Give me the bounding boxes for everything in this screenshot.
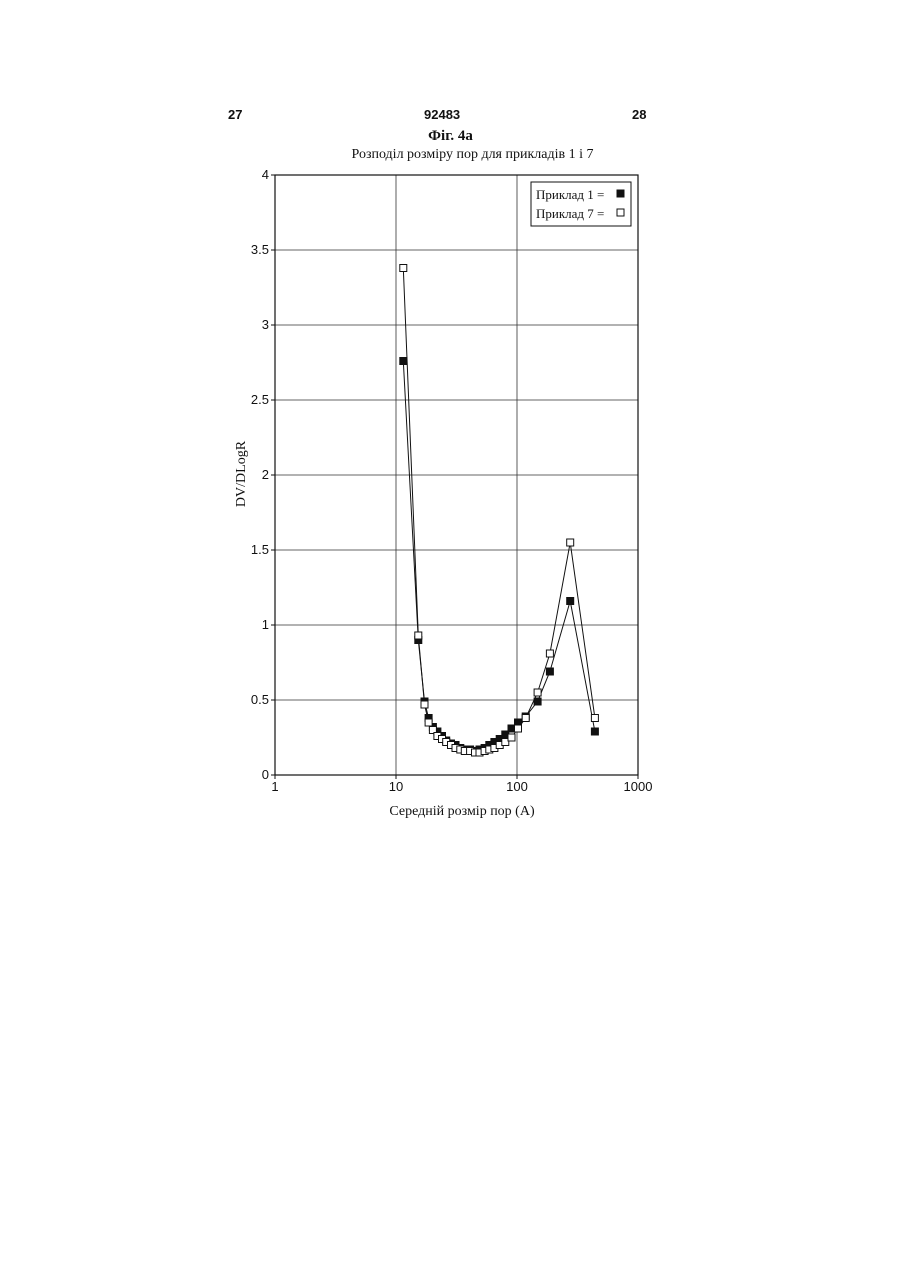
- series: [400, 265, 599, 757]
- y-tick-label: 3.5: [251, 242, 269, 257]
- data-point-open: [567, 539, 574, 546]
- data-point-open: [515, 725, 522, 732]
- y-tick-label: 3: [262, 317, 269, 332]
- y-tick-label: 4: [262, 167, 269, 182]
- y-axis-label: DV/DLogR: [234, 440, 249, 507]
- x-tick-label: 1000: [624, 779, 653, 794]
- data-point-filled: [591, 728, 598, 735]
- y-tick-label: 1.5: [251, 542, 269, 557]
- data-point-open: [546, 650, 553, 657]
- legend-label: Приклад 1 =: [536, 187, 604, 202]
- y-tick-label: 2.5: [251, 392, 269, 407]
- data-point-filled: [567, 598, 574, 605]
- x-tick-label: 10: [389, 779, 403, 794]
- y-tick-label: 1: [262, 617, 269, 632]
- x-tick-label: 100: [506, 779, 528, 794]
- series-line: [403, 268, 595, 753]
- legend-label: Приклад 7 =: [536, 206, 604, 221]
- data-point-open: [421, 701, 428, 708]
- data-point-open: [508, 734, 515, 741]
- data-point-open: [522, 715, 529, 722]
- data-point-filled: [400, 358, 407, 365]
- x-axis-label: Середній розмір пор (А): [389, 804, 535, 819]
- y-tick-label: 2: [262, 467, 269, 482]
- legend: Приклад 1 = Приклад 7 =: [531, 182, 631, 226]
- data-point-open: [534, 689, 541, 696]
- legend-marker-open: [617, 209, 624, 216]
- data-point-filled: [546, 668, 553, 675]
- data-point-open: [415, 632, 422, 639]
- data-point-filled: [534, 698, 541, 705]
- data-point-open: [591, 715, 598, 722]
- legend-marker-filled: [617, 190, 624, 197]
- y-tick-label: 0.5: [251, 692, 269, 707]
- y-tick-label: 0: [262, 767, 269, 782]
- x-tick-label: 1: [271, 779, 278, 794]
- data-point-open: [425, 719, 432, 726]
- data-point-open: [400, 265, 407, 272]
- axes: [271, 175, 638, 779]
- data-point-filled: [508, 725, 515, 732]
- series-line: [403, 361, 595, 751]
- grid: [275, 175, 638, 775]
